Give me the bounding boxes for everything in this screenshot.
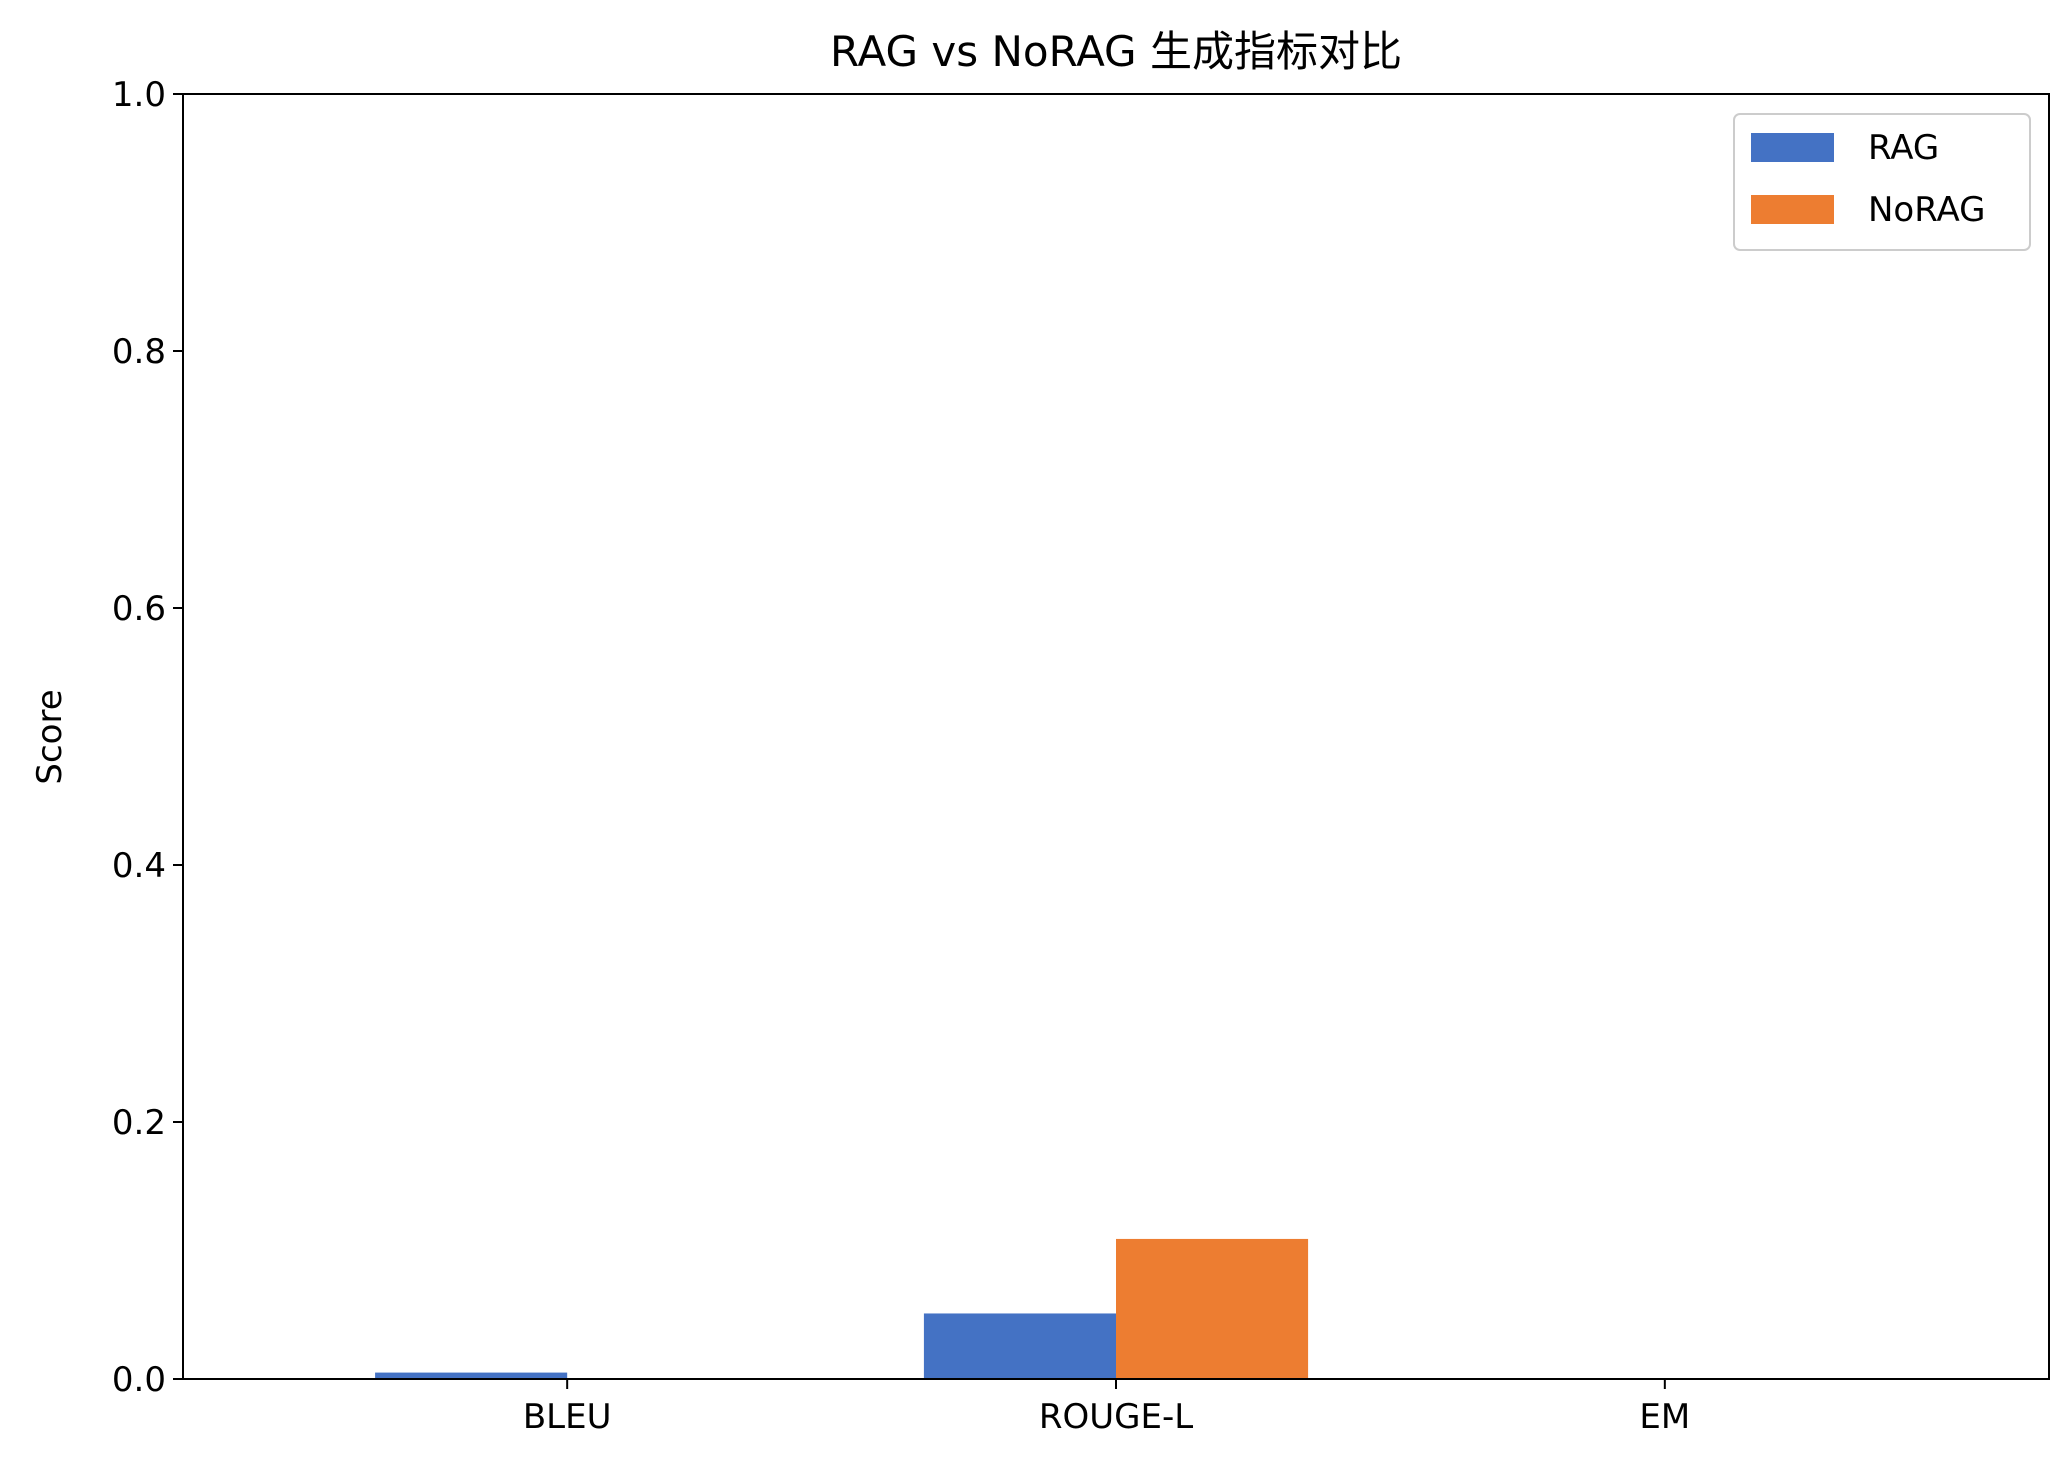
- legend-label-norag: NoRAG: [1868, 190, 1986, 230]
- y-tick-label: 0.8: [112, 332, 166, 372]
- y-tick-label: 0.6: [112, 589, 166, 629]
- y-tick-label: 1.0: [112, 75, 166, 115]
- y-tick-label: 0.0: [112, 1360, 166, 1400]
- legend-label-rag: RAG: [1868, 128, 1939, 168]
- legend-swatch-rag: [1751, 133, 1834, 162]
- y-axis-title: Score: [30, 689, 70, 784]
- x-tick-label: EM: [1639, 1397, 1690, 1437]
- bars-layer: [375, 1238, 1309, 1379]
- y-tick-label: 0.4: [112, 846, 166, 886]
- x-tick-label: ROUGE-L: [1039, 1397, 1193, 1437]
- y-tick-label: 0.2: [112, 1103, 166, 1143]
- plot-area-frame: [182, 93, 2050, 1380]
- bar-rag-rouge-l: [923, 1313, 1116, 1379]
- legend: RAG NoRAG: [1733, 113, 2031, 251]
- chart-title: RAG vs NoRAG 生成指标对比: [830, 27, 1402, 76]
- legend-swatch-norag: [1751, 195, 1834, 224]
- ticks-layer: BLEU ROUGE-L EM 0.0 0.2 0.4 0.6 0.8 1.0: [112, 75, 1690, 1437]
- bar-norag-rouge-l: [1116, 1238, 1309, 1379]
- bar-rag-bleu: [375, 1372, 568, 1379]
- x-tick-label: BLEU: [523, 1397, 612, 1437]
